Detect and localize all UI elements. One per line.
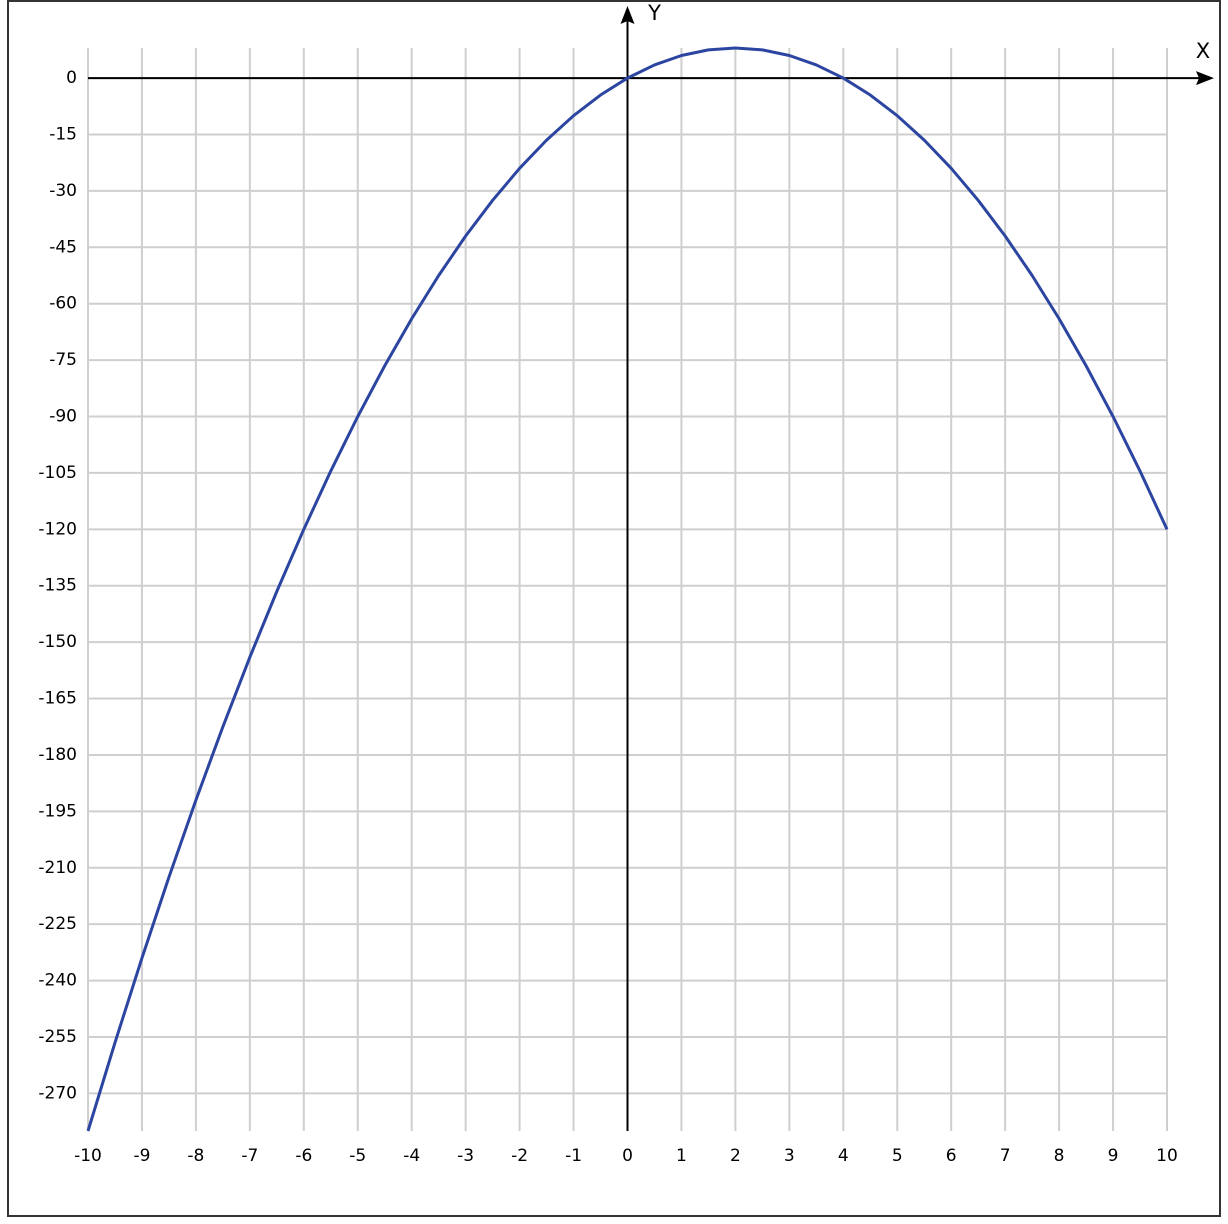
- y-tick-label: -180: [38, 745, 77, 765]
- x-tick-label: -10: [74, 1146, 102, 1166]
- y-axis-label: Y: [647, 1, 661, 25]
- x-tick-label: 3: [784, 1146, 795, 1166]
- x-tick-label: 10: [1156, 1146, 1178, 1166]
- y-tick-label: -120: [38, 519, 77, 539]
- frame: [7, 0, 1221, 1217]
- y-tick-label: -150: [38, 632, 77, 652]
- y-tick-label: -45: [49, 237, 77, 257]
- y-tick-label: -270: [38, 1083, 77, 1103]
- x-tick-label: 1: [676, 1146, 687, 1166]
- x-tick-label: 8: [1054, 1146, 1065, 1166]
- x-tick-label: -9: [133, 1146, 150, 1166]
- x-tick-label: 5: [892, 1146, 903, 1166]
- x-tick-label: 4: [838, 1146, 849, 1166]
- y-tick-label: -240: [38, 971, 77, 991]
- y-tick-label: -75: [49, 350, 77, 370]
- x-tick-label: -5: [349, 1146, 366, 1166]
- x-tick-label: -3: [457, 1146, 474, 1166]
- y-tick-label: 0: [66, 68, 77, 88]
- x-tick-label: -2: [511, 1146, 528, 1166]
- y-tick-label: -105: [38, 463, 77, 483]
- x-axis-label: X: [1196, 39, 1210, 63]
- y-tick-label: -135: [38, 576, 77, 596]
- x-tick-label: 2: [730, 1146, 741, 1166]
- y-tick-label: -195: [38, 801, 77, 821]
- axes: -10 -9 -8 -7 -6 -5 -4 -3 -2 -1 0 1 2 3 4 5 6 7 8 9 100-15-30…: [38, 1, 1214, 1166]
- x-tick-label: 7: [1000, 1146, 1011, 1166]
- y-tick-label: -165: [38, 689, 77, 709]
- x-tick-label: 9: [1108, 1146, 1119, 1166]
- x-tick-label: -1: [565, 1146, 582, 1166]
- y-tick-label: -225: [38, 914, 77, 934]
- y-tick-label: -30: [49, 181, 77, 201]
- x-tick-label: -7: [241, 1146, 258, 1166]
- curve: [86, 46, 1169, 1132]
- y-axis-arrow: [620, 6, 635, 24]
- plot: [86, 46, 1169, 1132]
- y-tick-label: -210: [38, 858, 77, 878]
- x-tick-label: -4: [403, 1146, 420, 1166]
- y-tick-label: -60: [49, 294, 77, 314]
- x-tick-label: 6: [946, 1146, 957, 1166]
- x-tick-label: 0: [622, 1146, 633, 1166]
- x-tick-label: -6: [295, 1146, 312, 1166]
- y-tick-label: -255: [38, 1027, 77, 1047]
- x-axis-arrow: [1196, 71, 1214, 86]
- x-tick-label: -8: [187, 1146, 204, 1166]
- y-tick-label: -90: [49, 407, 77, 427]
- y-tick-label: -15: [49, 124, 77, 144]
